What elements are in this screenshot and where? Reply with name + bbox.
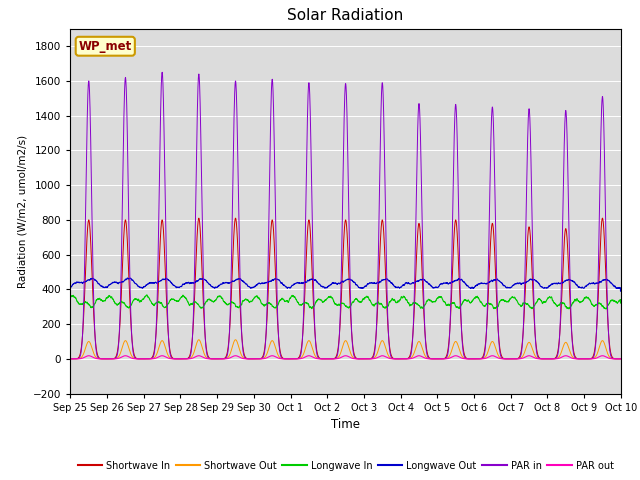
- Shortwave Out: [500, 356, 508, 362]
- Line: Shortwave Out: Shortwave Out: [70, 340, 621, 359]
- PAR in: [469, 356, 477, 362]
- PAR in: [616, 356, 624, 362]
- Shortwave Out: [325, 356, 333, 362]
- PAR out: [438, 356, 446, 362]
- Longwave Out: [616, 285, 624, 291]
- Longwave In: [469, 297, 477, 303]
- Y-axis label: Radiation (W/m2, umol/m2/s): Radiation (W/m2, umol/m2/s): [17, 134, 28, 288]
- Shortwave Out: [617, 356, 625, 362]
- PAR in: [438, 356, 446, 362]
- PAR out: [616, 356, 624, 362]
- PAR out: [469, 356, 477, 362]
- Shortwave Out: [438, 356, 446, 362]
- PAR in: [158, 69, 166, 75]
- Line: PAR in: PAR in: [70, 72, 621, 359]
- Shortwave In: [500, 356, 508, 361]
- Longwave In: [617, 300, 625, 306]
- Longwave Out: [124, 276, 131, 281]
- Longwave Out: [617, 288, 625, 294]
- Shortwave In: [325, 356, 333, 362]
- Shortwave Out: [616, 356, 624, 362]
- Longwave Out: [469, 285, 477, 291]
- Longwave In: [166, 299, 173, 304]
- Longwave In: [500, 298, 508, 304]
- Longwave Out: [325, 283, 333, 288]
- Shortwave In: [617, 356, 625, 362]
- Shortwave Out: [469, 356, 477, 362]
- PAR in: [500, 356, 508, 362]
- PAR in: [67, 356, 74, 362]
- PAR out: [617, 356, 625, 362]
- PAR out: [166, 356, 173, 361]
- Shortwave In: [67, 356, 74, 362]
- Longwave In: [616, 297, 624, 302]
- Longwave Out: [67, 284, 74, 289]
- Longwave Out: [438, 281, 446, 287]
- Longwave Out: [500, 283, 508, 288]
- Shortwave In: [469, 356, 477, 362]
- Text: WP_met: WP_met: [79, 40, 132, 53]
- Line: Longwave In: Longwave In: [70, 295, 621, 309]
- PAR in: [325, 356, 333, 362]
- Shortwave In: [616, 356, 624, 362]
- Shortwave Out: [67, 356, 74, 362]
- Shortwave In: [598, 215, 606, 221]
- X-axis label: Time: Time: [331, 418, 360, 431]
- PAR out: [325, 356, 333, 362]
- Longwave In: [143, 292, 150, 298]
- Shortwave Out: [166, 354, 173, 360]
- PAR out: [85, 353, 93, 359]
- Shortwave In: [166, 343, 173, 348]
- Line: Shortwave In: Shortwave In: [70, 218, 621, 359]
- Longwave In: [67, 294, 74, 300]
- PAR in: [166, 346, 173, 352]
- Title: Solar Radiation: Solar Radiation: [287, 9, 404, 24]
- PAR out: [500, 356, 508, 362]
- Longwave In: [325, 294, 333, 300]
- Longwave Out: [166, 278, 173, 284]
- Longwave In: [602, 306, 610, 312]
- Shortwave In: [438, 356, 446, 362]
- PAR in: [617, 356, 625, 362]
- Shortwave Out: [195, 337, 203, 343]
- Longwave Out: [617, 288, 625, 294]
- Longwave In: [438, 297, 446, 302]
- Line: Longwave Out: Longwave Out: [70, 278, 621, 291]
- Line: PAR out: PAR out: [70, 356, 621, 359]
- Legend: Shortwave In, Shortwave Out, Longwave In, Longwave Out, PAR in, PAR out: Shortwave In, Shortwave Out, Longwave In…: [74, 457, 618, 475]
- PAR out: [67, 356, 74, 362]
